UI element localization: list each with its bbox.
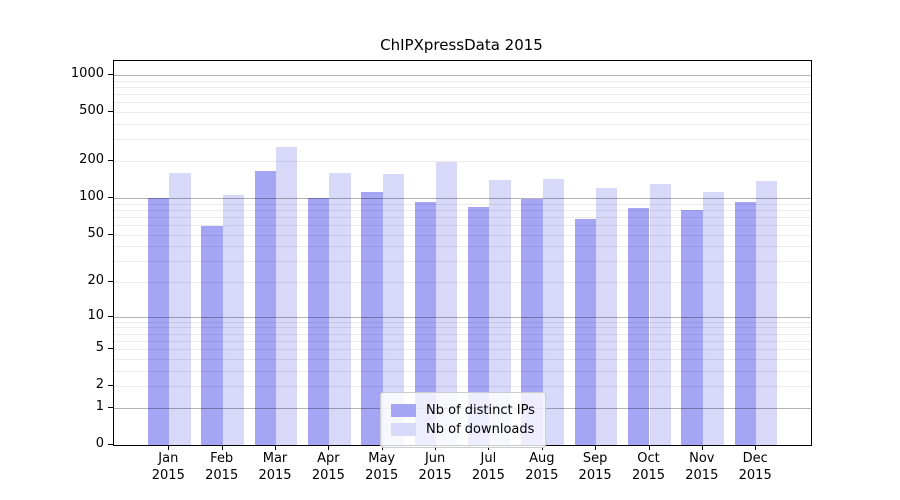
legend-swatch-distinct-ips (391, 404, 416, 417)
y-tick-label: 50 (87, 225, 104, 241)
y-tick-mark (108, 160, 113, 161)
legend-item-distinct-ips: Nb of distinct IPs (391, 402, 545, 419)
plot-area: Nb of distinct IPs Nb of downloads (113, 60, 812, 448)
y-tick-label: 20 (87, 273, 104, 288)
x-tick-mark (701, 445, 703, 450)
x-tick-label: May 2015 (365, 451, 399, 483)
y-tick-mark (108, 281, 113, 282)
bar-downloads-dec (756, 181, 778, 445)
bar-downloads-nov (702, 191, 725, 445)
legend-item-downloads: Nb of downloads (391, 421, 545, 438)
y-tick-mark (108, 348, 113, 350)
x-tick-mark (648, 445, 650, 450)
bar-downloads-aug (542, 178, 565, 445)
x-tick-label: Apr 2015 (311, 451, 345, 483)
y-tick-label: 100 (79, 188, 104, 204)
x-tick-label: Dec 2015 (738, 451, 772, 483)
y-tick-label: 2 (95, 377, 104, 393)
y-tick-mark (108, 406, 113, 408)
chart-title: ChIPXpressData 2015 (380, 36, 543, 54)
bars-layer (114, 61, 811, 445)
y-tick-label: 500 (79, 103, 104, 119)
y-tick-mark (108, 111, 113, 113)
bar-distinct-ips-mar (254, 170, 276, 445)
y-tick-label: 200 (79, 152, 104, 167)
x-tick-label: Oct 2015 (631, 451, 666, 483)
bar-downloads-jul (489, 180, 511, 445)
x-tick-mark (595, 445, 597, 450)
x-tick-label: Nov 2015 (685, 451, 719, 483)
x-tick-mark (755, 445, 757, 450)
bar-distinct-ips-feb (201, 225, 223, 445)
x-tick-label: Jan 2015 (151, 451, 185, 483)
bar-downloads-sep (596, 188, 618, 445)
y-tick-mark (108, 74, 113, 75)
bar-downloads-may (382, 173, 405, 445)
legend: Nb of distinct IPs Nb of downloads (380, 392, 546, 448)
y-tick-label: 1000 (70, 66, 104, 81)
bar-downloads-mar (276, 147, 298, 445)
bar-downloads-jun (436, 162, 458, 445)
y-tick-mark (108, 196, 113, 198)
bar-distinct-ips-jun (414, 201, 437, 445)
bar-distinct-ips-jul (468, 207, 490, 445)
legend-label-downloads: Nb of downloads (426, 422, 535, 437)
y-tick-label: 1 (95, 398, 104, 414)
x-tick-label: Aug 2015 (525, 451, 559, 483)
bar-downloads-apr (329, 172, 351, 445)
y-tick-label: 10 (87, 307, 104, 323)
bar-distinct-ips-jan (147, 197, 170, 445)
bar-downloads-oct (649, 183, 671, 445)
y-tick-label: 0 (95, 436, 104, 451)
y-tick-mark (108, 315, 113, 317)
x-tick-label: Feb 2015 (205, 451, 239, 483)
y-tick-mark (108, 385, 113, 387)
x-tick-label: Mar 2015 (258, 451, 292, 483)
bar-distinct-ips-oct (628, 208, 650, 445)
bar-distinct-ips-dec (734, 201, 757, 445)
bar-distinct-ips-nov (681, 209, 703, 445)
bar-distinct-ips-apr (308, 197, 330, 445)
bar-distinct-ips-may (361, 191, 383, 445)
x-tick-mark (221, 445, 223, 450)
x-tick-mark (168, 445, 170, 450)
y-tick-mark (108, 233, 113, 235)
x-tick-mark (328, 445, 330, 450)
y-tick-mark (108, 444, 113, 445)
x-tick-label: Jun 2015 (418, 451, 452, 483)
bar-downloads-feb (222, 194, 245, 445)
x-tick-label: Jul 2015 (471, 451, 505, 483)
x-tick-label: Sep 2015 (578, 451, 612, 483)
y-tick-label: 5 (95, 340, 104, 356)
bar-downloads-jan (169, 172, 191, 445)
bar-distinct-ips-sep (574, 219, 597, 445)
bar-distinct-ips-aug (521, 198, 543, 445)
legend-label-distinct-ips: Nb of distinct IPs (426, 403, 535, 418)
x-tick-mark (275, 445, 276, 450)
legend-swatch-downloads (391, 423, 416, 436)
